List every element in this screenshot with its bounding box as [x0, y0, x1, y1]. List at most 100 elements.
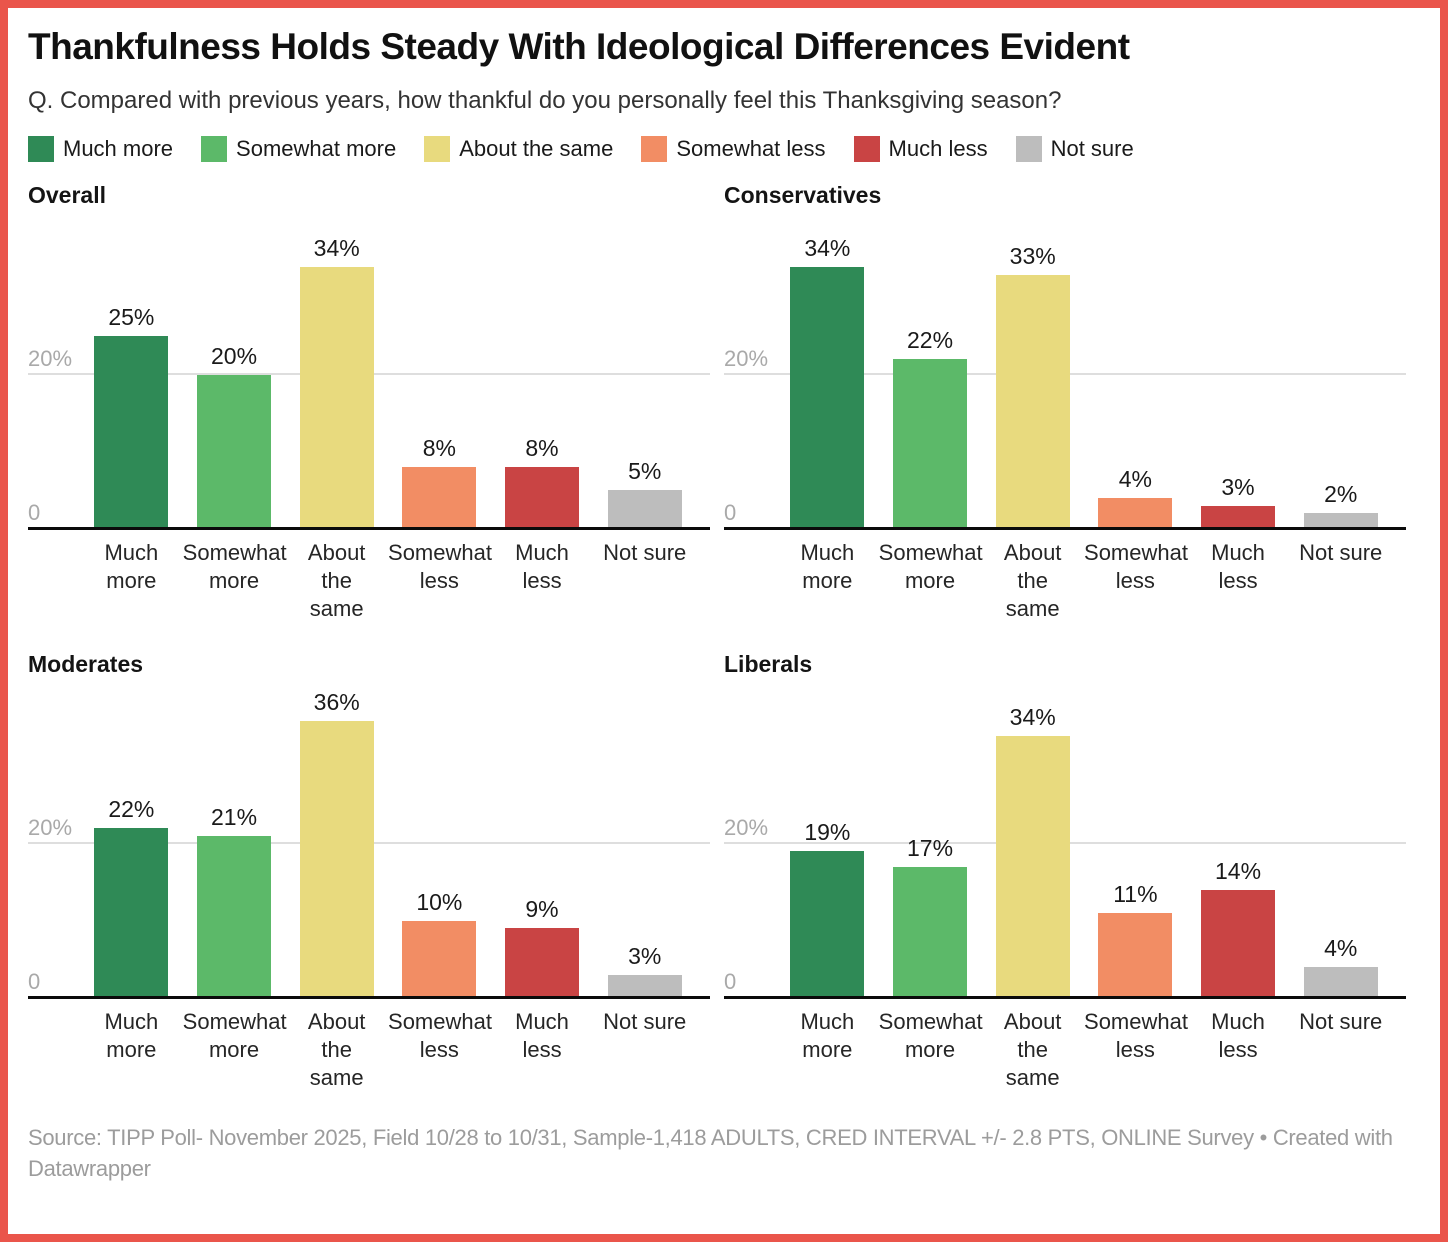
- x-axis-baseline: [28, 526, 710, 530]
- value-label: 34%: [1009, 703, 1056, 730]
- x-tick-label: About the same: [1003, 539, 1062, 621]
- bar-column: 9%: [491, 688, 594, 998]
- bars: 25% 20% 34% 8% 8% 5%: [80, 219, 696, 529]
- value-label: 21%: [210, 804, 258, 831]
- x-axis-baseline: [724, 995, 1406, 999]
- legend-item: Much more: [28, 135, 173, 162]
- y-tick-label: 0: [28, 970, 47, 993]
- y-tick-label: 20%: [28, 347, 79, 370]
- plot-area: 22% 21% 36% 10% 9% 3% 0 20%: [28, 688, 724, 999]
- plot-area: 34% 22% 33% 4% 3% 2% 0 20%: [724, 219, 1420, 530]
- bar-column: 11%: [1084, 688, 1187, 998]
- value-label: 4%: [1118, 465, 1152, 492]
- panel-conservatives: Conservatives 34% 22% 33% 4% 3% 2% 0 20% Much mor…: [724, 182, 1420, 625]
- value-label: 4%: [1324, 934, 1358, 961]
- bar-column: 3%: [1187, 219, 1290, 529]
- value-label: 2%: [1324, 481, 1358, 508]
- bar-column: 3%: [593, 688, 696, 998]
- source-note: Source: TIPP Poll- November 2025, Field …: [28, 1124, 1393, 1181]
- value-label: 3%: [628, 942, 662, 969]
- x-tick-label: Much more: [104, 1008, 159, 1062]
- bar-column: 2%: [1289, 219, 1392, 529]
- panels-grid: Overall 25% 20% 34% 8% 8% 5% 0 20% Much more Somew…: [28, 182, 1420, 1094]
- bar-column: 4%: [1289, 688, 1392, 998]
- value-label: 8%: [422, 435, 456, 462]
- value-label: 3%: [1221, 473, 1255, 500]
- x-tick-label: Somewhat less: [1084, 1008, 1188, 1062]
- legend-label: Somewhat more: [236, 135, 397, 161]
- x-tick-label: About the same: [307, 1008, 366, 1090]
- value-label: 20%: [210, 342, 258, 369]
- y-tick-label: 20%: [724, 816, 775, 839]
- bar-column: 22%: [80, 688, 183, 998]
- value-label: 34%: [804, 234, 851, 261]
- panel-title: Overall: [28, 181, 106, 208]
- panel-overall: Overall 25% 20% 34% 8% 8% 5% 0 20% Much more Somew…: [28, 182, 724, 625]
- bar: [197, 374, 271, 529]
- x-tick-label: Somewhat more: [878, 539, 983, 593]
- value-label: 19%: [804, 819, 851, 846]
- page-subtitle: Q. Compared with previous years, how tha…: [28, 86, 1062, 114]
- bar-column: 36%: [285, 688, 388, 998]
- x-tick-label: Not sure: [1299, 1008, 1383, 1034]
- bar: [402, 467, 477, 529]
- value-label: 5%: [628, 458, 662, 485]
- legend-label: About the same: [459, 135, 614, 161]
- bar-column: 10%: [388, 688, 491, 998]
- x-axis-labels: Much more Somewhat more About the same Some…: [724, 1008, 1420, 1094]
- x-tick-label: Not sure: [603, 539, 687, 565]
- bar: [1303, 966, 1378, 998]
- value-label: 22%: [108, 796, 155, 823]
- y-tick-label: 0: [724, 501, 743, 524]
- bars: 22% 21% 36% 10% 9% 3%: [80, 688, 696, 998]
- value-label: 17%: [906, 834, 954, 861]
- bar: [995, 274, 1070, 529]
- panel-title: Moderates: [28, 650, 144, 677]
- legend-label: Not sure: [1050, 135, 1134, 161]
- legend-swatch: [853, 135, 880, 162]
- x-tick-label: Somewhat more: [182, 1008, 287, 1062]
- bar-column: 22%: [879, 219, 982, 529]
- x-tick-label: Somewhat less: [388, 1008, 492, 1062]
- x-tick-label: Somewhat less: [1084, 539, 1188, 593]
- legend-swatch: [424, 135, 451, 162]
- legend-label: Somewhat less: [676, 135, 826, 161]
- x-tick-label: Somewhat more: [182, 539, 287, 593]
- x-tick-label: Much more: [800, 539, 855, 593]
- panel-liberals: Liberals 19% 17% 34% 11% 14% 4% 0 20% Much more So…: [724, 651, 1420, 1094]
- bar: [1098, 913, 1173, 998]
- bar: [893, 359, 967, 529]
- y-tick-label: 20%: [28, 816, 79, 839]
- x-tick-label: Much less: [515, 1008, 569, 1062]
- x-tick-label: Much more: [800, 1008, 855, 1062]
- legend-item: Much less: [853, 135, 988, 162]
- bar-column: 5%: [593, 219, 696, 529]
- y-tick-label: 0: [724, 970, 743, 993]
- bar-column: 25%: [80, 219, 183, 529]
- bars: 19% 17% 34% 11% 14% 4%: [776, 688, 1392, 998]
- legend-item: Not sure: [1015, 135, 1134, 162]
- x-axis-labels: Much more Somewhat more About the same Some…: [28, 539, 724, 625]
- legend-item: Somewhat more: [201, 135, 397, 162]
- x-tick-label: Somewhat less: [388, 539, 492, 593]
- bar-column: 34%: [981, 688, 1084, 998]
- bar-column: 19%: [776, 688, 879, 998]
- value-label: 10%: [416, 888, 463, 915]
- y-tick-label: 20%: [724, 347, 775, 370]
- bar: [995, 735, 1070, 998]
- value-label: 14%: [1215, 857, 1262, 884]
- legend-swatch: [641, 135, 668, 162]
- bar: [197, 836, 271, 998]
- value-label: 8%: [525, 435, 559, 462]
- value-label: 11%: [1113, 881, 1158, 908]
- bar-column: 14%: [1187, 688, 1290, 998]
- legend-swatch: [1015, 135, 1042, 162]
- bar: [299, 720, 374, 998]
- x-axis-baseline: [724, 526, 1406, 530]
- x-tick-label: Somewhat more: [878, 1008, 983, 1062]
- bar-column: 17%: [879, 688, 982, 998]
- y-tick-label: 0: [28, 501, 47, 524]
- plot-area: 19% 17% 34% 11% 14% 4% 0 20%: [724, 688, 1420, 999]
- x-axis-labels: Much more Somewhat more About the same Some…: [28, 1008, 724, 1094]
- panel-moderates: Moderates 22% 21% 36% 10% 9% 3% 0 20% Much more So…: [28, 651, 724, 1094]
